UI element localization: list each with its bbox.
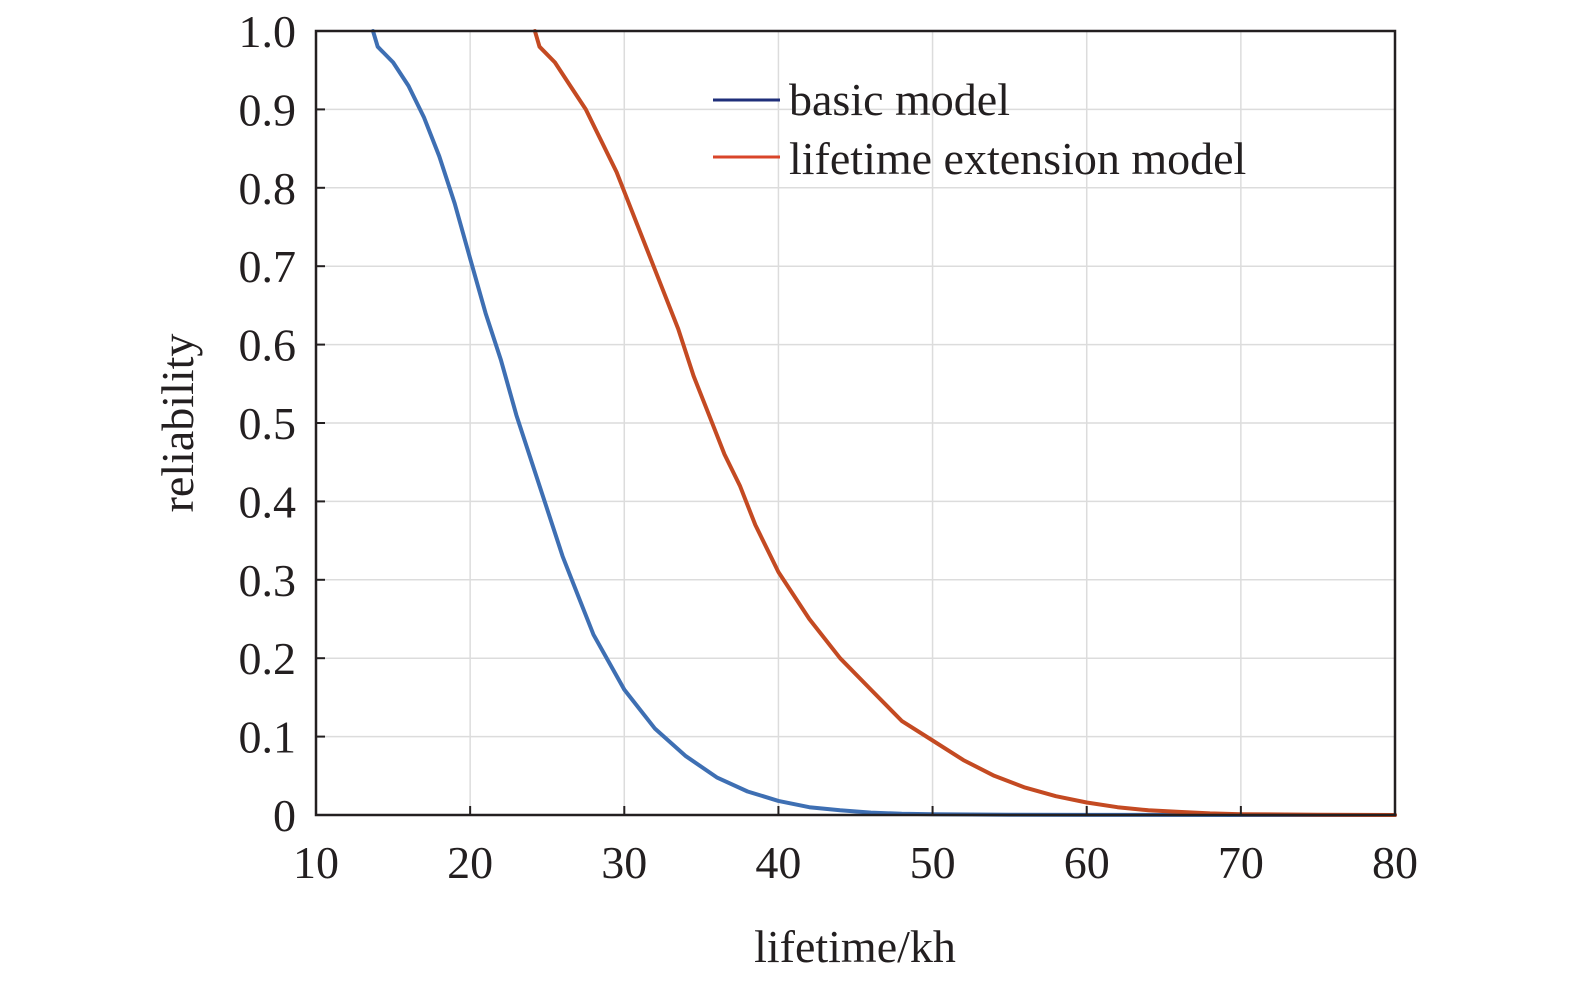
x-tick-label: 20 bbox=[447, 837, 493, 888]
legend-label-basic-model: basic model bbox=[789, 74, 1010, 125]
y-tick-label: 0.5 bbox=[239, 398, 297, 449]
x-tick-label: 80 bbox=[1372, 837, 1418, 888]
y-tick-label: 0.8 bbox=[239, 163, 297, 214]
x-tick-labels: 10 20 30 40 50 60 70 80 bbox=[293, 837, 1418, 888]
y-tick-label: 0.4 bbox=[239, 476, 297, 527]
y-tick-label: 0.3 bbox=[239, 555, 297, 606]
x-tick-label: 40 bbox=[755, 837, 801, 888]
x-axis-title: lifetime/kh bbox=[754, 921, 956, 972]
x-tick-label: 60 bbox=[1064, 837, 1110, 888]
x-tick-label: 50 bbox=[910, 837, 956, 888]
y-tick-label: 0 bbox=[273, 790, 296, 841]
grid bbox=[315, 30, 1396, 816]
axis-ticks bbox=[315, 30, 1396, 816]
legend-label-lifetime-extension-model: lifetime extension model bbox=[789, 133, 1246, 184]
series-line-basic-model bbox=[371, 29, 1397, 817]
y-tick-labels: 0 0.1 0.2 0.3 0.4 0.5 0.6 0.7 0.8 0.9 1.0 bbox=[239, 6, 297, 841]
x-tick-label: 10 bbox=[293, 837, 339, 888]
y-tick-label: 1.0 bbox=[239, 6, 297, 57]
y-axis-title: reliability bbox=[152, 334, 203, 513]
series-line-lifetime-extension-model bbox=[532, 29, 1397, 817]
y-tick-label: 0.1 bbox=[239, 712, 297, 763]
y-tick-label: 0.9 bbox=[239, 84, 297, 135]
x-tick-label: 70 bbox=[1218, 837, 1264, 888]
y-tick-label: 0.2 bbox=[239, 633, 297, 684]
y-tick-label: 0.6 bbox=[239, 320, 297, 371]
y-tick-label: 0.7 bbox=[239, 241, 297, 292]
x-tick-label: 30 bbox=[601, 837, 647, 888]
series-lines bbox=[371, 29, 1397, 817]
legend: basic model lifetime extension model bbox=[713, 74, 1246, 184]
